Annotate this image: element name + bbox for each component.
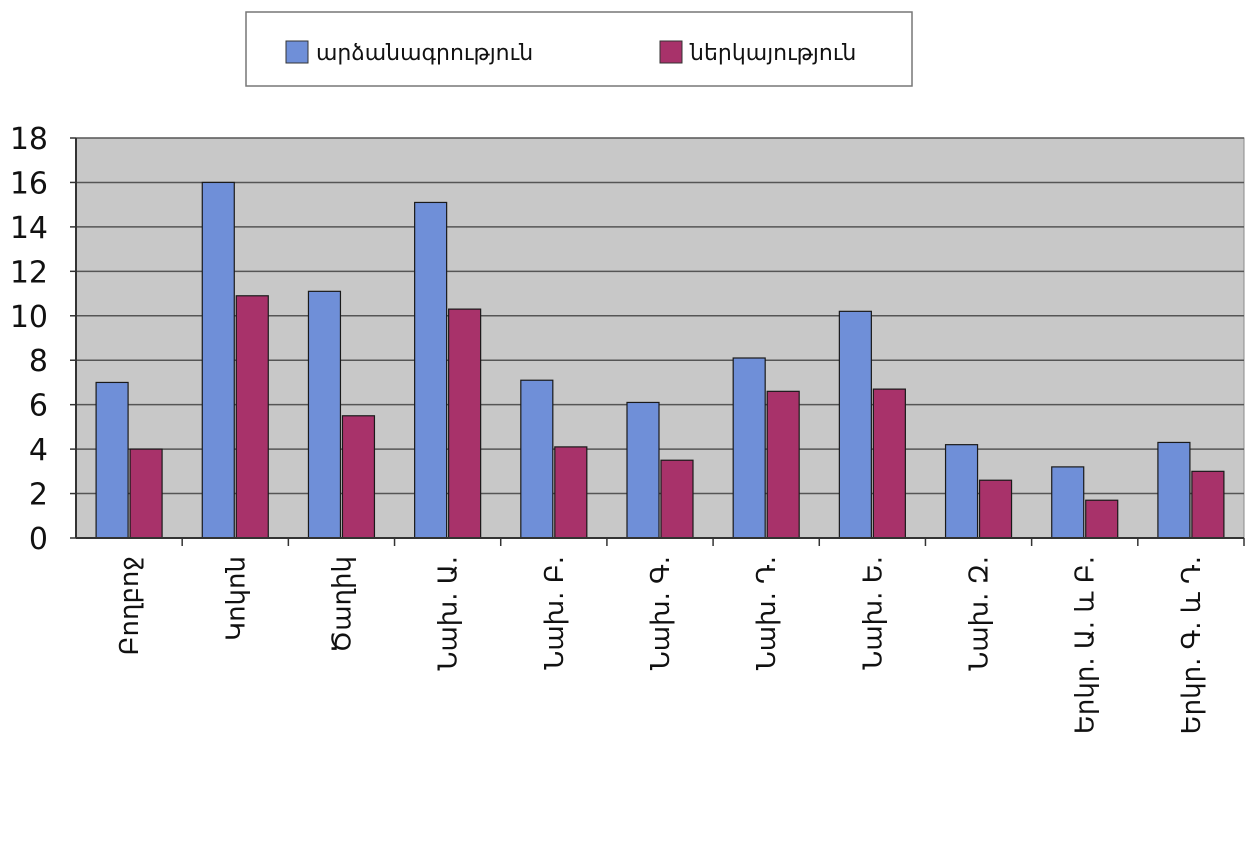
x-tick-label: Ծաղիկ: [327, 556, 357, 653]
y-tick-label: 16: [10, 166, 48, 201]
plot-area: [75, 137, 1245, 539]
y-tick-label: 12: [10, 255, 48, 290]
bar-series-1: [307, 290, 342, 539]
bar-series-2: [129, 448, 163, 539]
bar-series-2: [872, 388, 906, 539]
x-tick-label: Նախ. Դ.: [752, 556, 782, 670]
x-tick-label: Նախ. Զ.: [965, 556, 995, 671]
bar-series-1: [1051, 466, 1085, 539]
x-tick-label: Նախ. Ե.: [858, 556, 888, 670]
x-tick-label: Բողբոջ: [115, 556, 145, 656]
bar-series-1: [838, 310, 872, 539]
legend-label-series-1: արձանագրություն: [316, 41, 533, 66]
y-tick-label: 18: [10, 122, 48, 157]
gridlines: [76, 137, 1244, 495]
bar-series-2: [660, 459, 694, 539]
bar-series-2: [1085, 499, 1119, 539]
x-tick-label: Նախ. Ա.: [434, 556, 464, 670]
x-tick-label: Երկր. Ա. և Բ.: [1071, 556, 1101, 734]
y-tick-label: 14: [10, 211, 48, 246]
bar-series-1: [520, 379, 554, 539]
bar-series-2: [1191, 470, 1225, 539]
bars: [95, 181, 1225, 539]
bar-series-1: [95, 381, 129, 539]
legend-swatch-series-1: [285, 40, 309, 64]
bar-series-2: [341, 415, 376, 539]
y-tick-label: 10: [10, 300, 48, 335]
x-tick-label: Երկր. Գ. և Դ.: [1177, 556, 1207, 734]
bar-series-1: [944, 444, 979, 539]
y-tick-labels: 0 2 4 6 8 10 12 14 16 18: [10, 122, 76, 557]
y-tick-label: 8: [29, 344, 48, 379]
bar-series-2: [766, 390, 800, 539]
x-tick-label: Կոկոն: [221, 556, 251, 641]
x-tick-label: Նախ. Գ.: [646, 556, 676, 670]
bar-series-2: [448, 308, 482, 539]
y-tick-label: 6: [29, 389, 48, 424]
legend-label-series-2: ներկայություն: [689, 41, 856, 66]
bar-series-1: [1157, 441, 1191, 539]
bar-series-2: [235, 295, 269, 539]
x-tick-labels: Բողբոջ Կոկոն Ծաղիկ Նախ. Ա. Նախ. Բ. Նախ. Գ. Նախ…: [115, 538, 1245, 734]
legend-swatch-series-2: [659, 40, 683, 64]
legend: արձանագրություն ներկայություն: [245, 11, 913, 87]
bar-series-1: [201, 181, 235, 539]
bar-series-1: [732, 357, 766, 539]
bar-series-1: [414, 201, 448, 539]
y-tick-label: 0: [29, 522, 48, 557]
y-tick-label: 2: [29, 478, 48, 513]
bar-series-2: [978, 479, 1013, 539]
x-tick-label: Նախ. Բ.: [540, 556, 570, 670]
bar-series-1: [626, 401, 660, 539]
bar-series-2: [554, 446, 588, 539]
y-tick-label: 4: [29, 433, 48, 468]
